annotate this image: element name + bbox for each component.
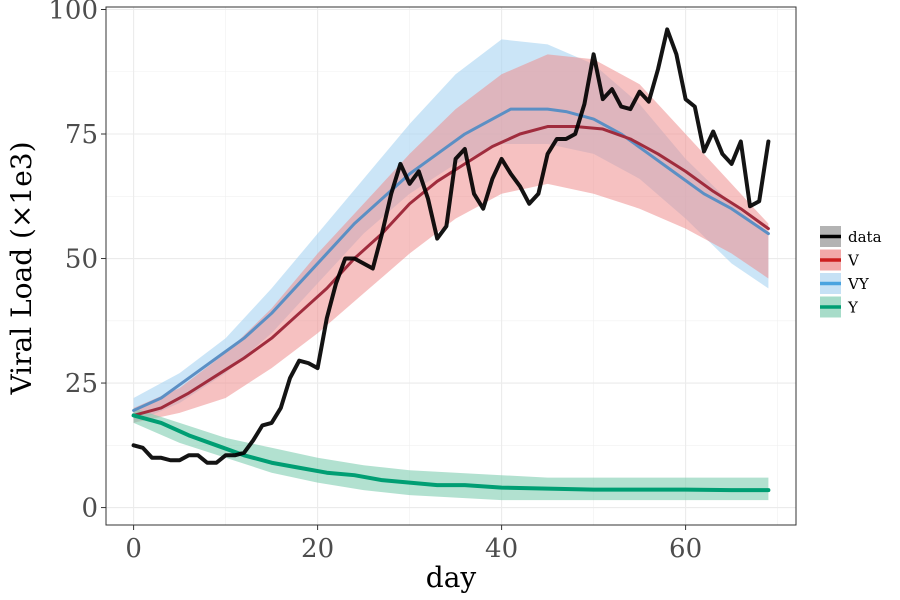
legend-item-data: data bbox=[820, 226, 882, 247]
x-axis-title: day bbox=[426, 561, 477, 594]
x-axis-ticks: 0 20 40 60 bbox=[125, 525, 702, 564]
y-tick-label-0: 0 bbox=[81, 494, 98, 524]
legend-label-data: data bbox=[848, 228, 882, 246]
x-tick-label-0: 0 bbox=[125, 534, 142, 564]
x-tick-label-40: 40 bbox=[485, 534, 518, 564]
y-tick-label-100: 100 bbox=[48, 0, 98, 25]
line-data bbox=[131, 27, 771, 465]
y-tick-label-25: 25 bbox=[65, 369, 98, 399]
line-y bbox=[131, 413, 771, 493]
y-tick-label-75: 75 bbox=[65, 120, 98, 150]
legend-item-v: V bbox=[820, 249, 860, 271]
x-tick-label-60: 60 bbox=[669, 534, 702, 564]
band-y bbox=[133, 407, 769, 501]
legend-label-vy: VY bbox=[847, 275, 870, 293]
legend-item-vy: VY bbox=[820, 273, 870, 294]
y-axis-title: Viral Load (×1e3) bbox=[5, 141, 38, 395]
y-axis-ticks: 0 25 50 75 100 bbox=[48, 0, 106, 524]
confidence-bands bbox=[133, 39, 769, 501]
line-v bbox=[132, 125, 770, 417]
line-vy bbox=[132, 107, 770, 412]
x-tick-label-20: 20 bbox=[301, 534, 334, 564]
legend: data V VY Y bbox=[820, 226, 882, 318]
legend-item-y: Y bbox=[820, 296, 859, 318]
plot-panel-border bbox=[105, 6, 797, 526]
band-v bbox=[133, 54, 769, 423]
series-lines bbox=[131, 27, 771, 493]
y-tick-label-50: 50 bbox=[65, 245, 98, 275]
legend-label-y: Y bbox=[847, 299, 859, 317]
legend-label-v: V bbox=[847, 252, 860, 270]
